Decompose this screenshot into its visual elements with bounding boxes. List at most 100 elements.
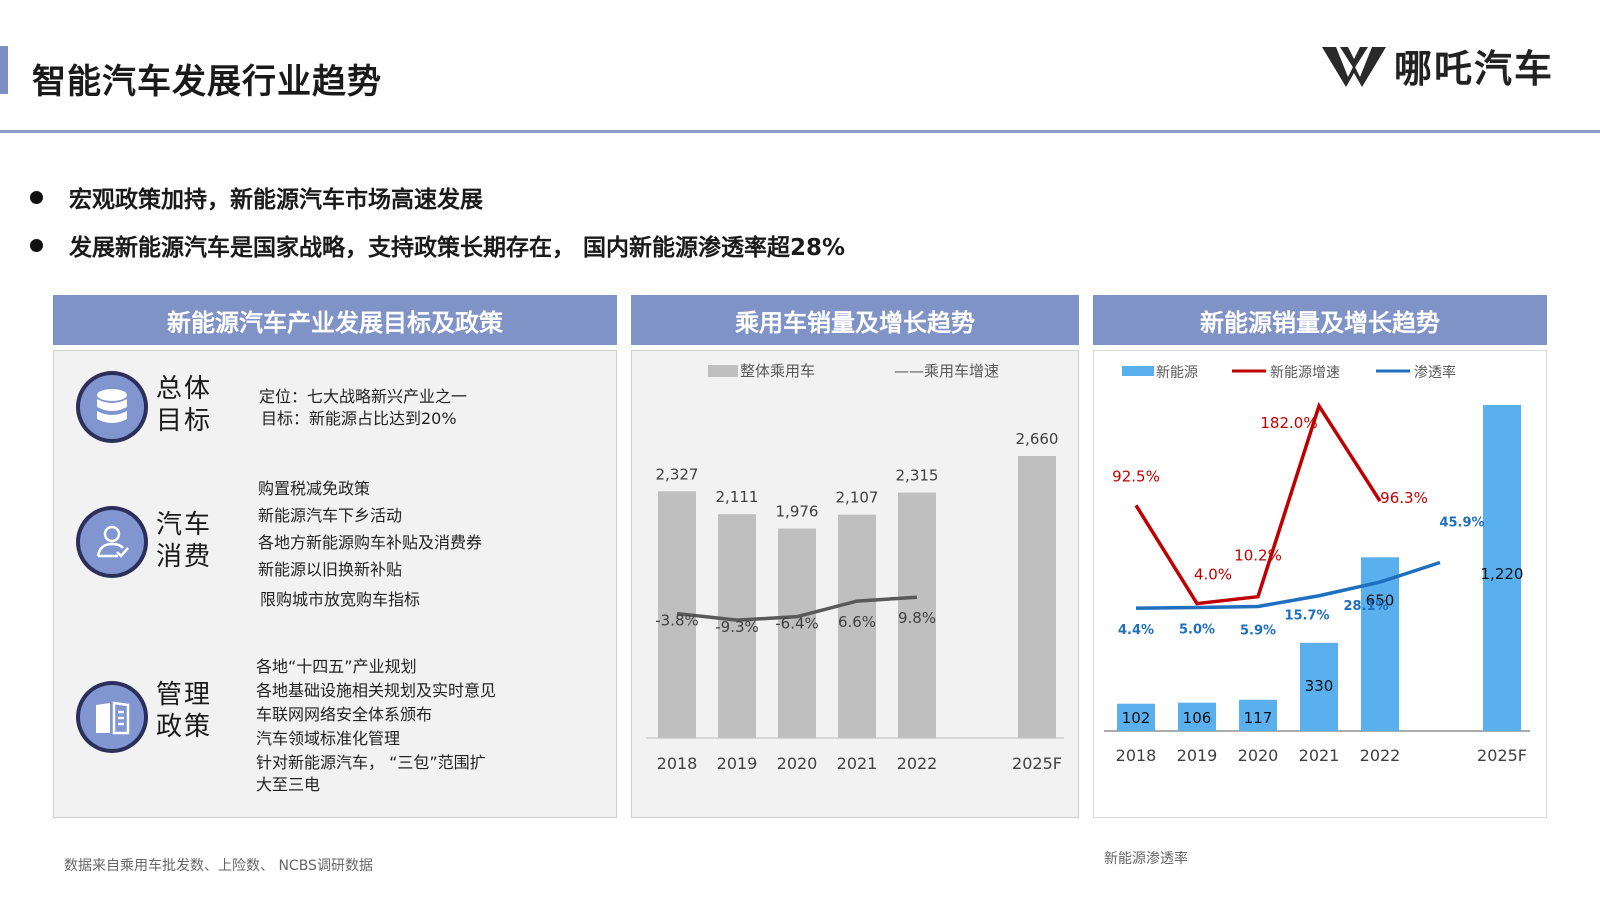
policy-label-management: 管理 政策	[156, 680, 213, 742]
legend-label-passenger: 整体乘用车	[740, 362, 815, 380]
bar-nev-2025F	[1483, 405, 1521, 731]
title-divider	[0, 130, 1600, 133]
bullet-text: 发展新能源汽车是国家战略，支持政策长期存在， 国内新能源渗透率超28%	[69, 235, 846, 261]
x-tick-label: 2020	[1238, 746, 1279, 765]
penetration-label: 5.0%	[1179, 623, 1215, 638]
legend-label-penetration: 渗透率	[1414, 364, 1456, 381]
nev-chart: 新能源 新能源增速 渗透率 102 2018 106 2019 117 2020 330 2021 6…	[1104, 364, 1530, 765]
policy-item: 各地基础设施相关规划及实时意见	[256, 681, 497, 700]
page-title: 智能汽车发展行业趋势	[32, 62, 382, 102]
growth-value-label: -3.8%	[655, 612, 699, 630]
policy-item: 车联网网络安全体系颁布	[256, 705, 433, 724]
x-tick-label: 2019	[717, 754, 758, 773]
penetration-label: 4.4%	[1118, 623, 1154, 638]
x-tick-label: 2025F	[1477, 746, 1527, 765]
user-check-icon	[76, 506, 148, 578]
nev-growth-label: 4.0%	[1194, 566, 1232, 584]
growth-value-label: -6.4%	[775, 615, 819, 633]
x-tick-label: 2022	[897, 754, 938, 773]
bar-value-label: 330	[1305, 677, 1334, 695]
bar-nev-2019	[1178, 702, 1216, 731]
policy-item: 针对新能源汽车， “三包”范围扩	[256, 753, 486, 772]
policy-item: 限购城市放宽购车指标	[260, 590, 421, 609]
policy-item: 定位：七大战略新兴产业之一	[259, 387, 468, 406]
nev-chart-panel: 新能源 新能源增速 渗透率 102 2018 106 2019 117 2020 330 2021 6…	[1093, 350, 1547, 818]
x-tick-label: 2018	[657, 754, 698, 773]
penetration-footnote: 新能源渗透率	[1104, 851, 1188, 867]
line-nev-growth	[1134, 401, 1382, 606]
x-tick-label: 2025F	[1012, 754, 1062, 773]
policy-item: 购置税减免政策	[258, 479, 371, 498]
x-tick-label: 2020	[777, 754, 818, 773]
policy-label-consumption: 汽车 消费	[156, 510, 213, 572]
bar-value-label: 650	[1366, 591, 1395, 609]
line-passenger-growth	[676, 595, 918, 622]
bar-passenger-2021	[838, 514, 876, 738]
policy-label-goal: 总体 目标	[156, 374, 213, 436]
line-penetration	[1135, 560, 1441, 610]
legend-label-nev: 新能源	[1156, 365, 1198, 381]
legend-label-growth: ——乘用车增速	[894, 362, 999, 380]
bar-value-label: 2,660	[1016, 430, 1059, 448]
bullet-icon	[30, 238, 43, 252]
nev-growth-label: 10.2%	[1234, 547, 1282, 565]
bullet-icon	[30, 190, 43, 204]
policy-item: 各地方新能源购车补贴及消费券	[258, 533, 483, 552]
bar-value-label: 1,976	[776, 503, 819, 521]
bullet-item: 发展新能源汽车是国家战略，支持政策长期存在， 国内新能源渗透率超28%	[30, 228, 845, 262]
bar-value-label: 1,220	[1481, 565, 1524, 583]
growth-value-label: 6.6%	[838, 613, 876, 631]
bar-value-label: 2,111	[716, 488, 759, 506]
bar-value-label: 2,327	[656, 465, 699, 483]
penetration-label: 5.9%	[1240, 624, 1276, 639]
bar-value-label: 2,107	[836, 489, 879, 507]
legend-label-nev-growth: 新能源增速	[1270, 365, 1340, 381]
bar-value-label: 2,315	[896, 467, 939, 485]
nev-growth-label: 182.0%	[1260, 414, 1317, 432]
legend-swatch-nev	[1122, 366, 1154, 376]
policy-panel: 总体 目标 定位：七大战略新兴产业之一 目标：新能源占比达到20% 汽车 消费 …	[53, 350, 617, 818]
bullet-item: 宏观政策加持，新能源汽车市场高速发展	[30, 180, 483, 214]
book-icon	[76, 681, 148, 753]
x-tick-label: 2018	[1116, 746, 1157, 765]
policy-item: 目标：新能源占比达到20%	[261, 409, 457, 428]
source-footnote: 数据来自乘用车批发数、上险数、 NCBS调研数据	[64, 858, 373, 874]
growth-value-label: -9.3%	[715, 618, 759, 636]
nev-growth-label: 96.3%	[1380, 489, 1428, 507]
brand-logo-icon	[1322, 46, 1386, 87]
title-accent-bar	[0, 46, 8, 94]
bar-passenger-2022	[898, 492, 936, 738]
bullet-text: 宏观政策加持，新能源汽车市场高速发展	[69, 187, 483, 213]
policy-item: 大至三电	[256, 775, 321, 794]
bar-passenger-2020	[778, 528, 816, 738]
bar-value-label: 102	[1122, 709, 1151, 727]
bar-value-label: 106	[1183, 709, 1212, 727]
nev-growth-label: 92.5%	[1112, 467, 1160, 485]
bar-nev-2021	[1300, 642, 1338, 731]
growth-value-label: 9.8%	[898, 609, 936, 627]
bar-passenger-2019	[718, 514, 756, 738]
x-tick-label: 2021	[837, 754, 878, 773]
passenger-chart-panel: 整体乘用车 ——乘用车增速 2,327 2018 2,111 2019 1,976 2020 2…	[631, 350, 1079, 818]
x-tick-label: 2021	[1299, 746, 1340, 765]
bar-nev-2020	[1239, 699, 1277, 731]
nev-chart-header: 新能源销量及增长趋势	[1093, 295, 1547, 345]
bar-passenger-2025F	[1018, 456, 1056, 738]
policy-panel-header: 新能源汽车产业发展目标及政策	[53, 295, 617, 345]
x-tick-label: 2022	[1360, 746, 1401, 765]
penetration-label: 45.9%	[1439, 516, 1484, 531]
policy-item: 新能源以旧换新补贴	[258, 560, 403, 579]
bar-value-label: 117	[1244, 709, 1273, 727]
bar-nev-2018	[1117, 703, 1155, 731]
penetration-label: 28.1%	[1343, 599, 1388, 614]
legend-swatch-passenger	[708, 365, 738, 377]
brand-logo: 哪吒汽车	[1318, 38, 1554, 93]
policy-item: 各地“十四五”产业规划	[256, 657, 417, 676]
penetration-label: 15.7%	[1284, 609, 1329, 624]
passenger-chart: 整体乘用车 ——乘用车增速 2,327 2018 2,111 2019 1,976 2020 2…	[646, 362, 1064, 773]
policy-item: 汽车领域标准化管理	[256, 729, 401, 748]
policy-item: 新能源汽车下乡活动	[258, 506, 403, 525]
passenger-chart-header: 乘用车销量及增长趋势	[631, 295, 1079, 345]
brand-logo-text: 哪吒汽车	[1394, 47, 1555, 91]
database-icon	[76, 371, 148, 443]
